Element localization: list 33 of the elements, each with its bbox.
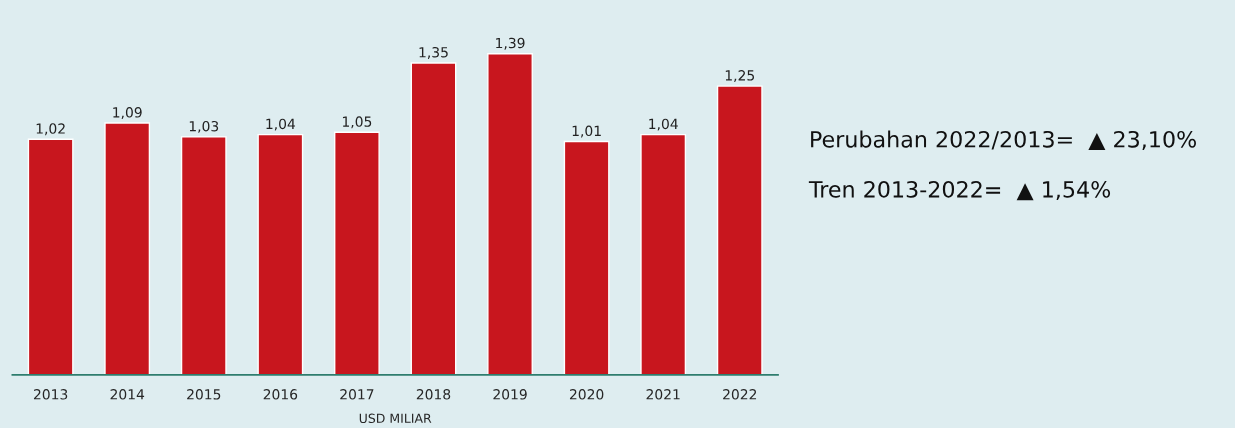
bar: [410, 62, 457, 375]
bar: [257, 133, 304, 375]
data-label: 1,39: [496, 37, 525, 50]
bar: [716, 85, 763, 375]
x-tick-label: 2015: [187, 389, 221, 400]
x-tick-label: 2014: [110, 389, 145, 400]
data-label: 1,05: [342, 116, 372, 129]
x-tick-label: 2017: [340, 389, 374, 400]
x-tick-label: 2013: [33, 389, 68, 400]
x-tick-label: 2018: [416, 389, 451, 400]
bar: [563, 140, 610, 375]
x-axis-title: USD MILIAR: [359, 413, 432, 424]
x-tick-label: 2019: [493, 389, 527, 400]
bar: [27, 138, 74, 375]
bar: [640, 133, 687, 375]
x-tick-label: 2016: [263, 389, 298, 400]
x-tick-label: 2022: [723, 389, 757, 400]
data-label: 1,04: [266, 118, 296, 131]
data-label: 1,01: [572, 125, 601, 138]
bar: [104, 122, 151, 375]
x-tick-label: 2021: [646, 389, 680, 400]
text: Perubahan 2022/2013= ▲ 23,10%: [811, 130, 1196, 151]
data-label: 1,02: [36, 123, 65, 136]
data-label: 1,35: [419, 47, 448, 59]
x-tick-label: 2020: [569, 389, 604, 400]
text: Tren 2013-2022= ▲ 1,54%: [808, 180, 1111, 201]
bar: [180, 136, 227, 375]
data-label: 1,04: [649, 118, 678, 131]
data-label: 1,03: [189, 120, 219, 133]
bar: [487, 53, 533, 375]
bar: [334, 131, 380, 375]
data-label: 1,25: [725, 70, 755, 83]
data-label: 1,09: [113, 107, 142, 120]
